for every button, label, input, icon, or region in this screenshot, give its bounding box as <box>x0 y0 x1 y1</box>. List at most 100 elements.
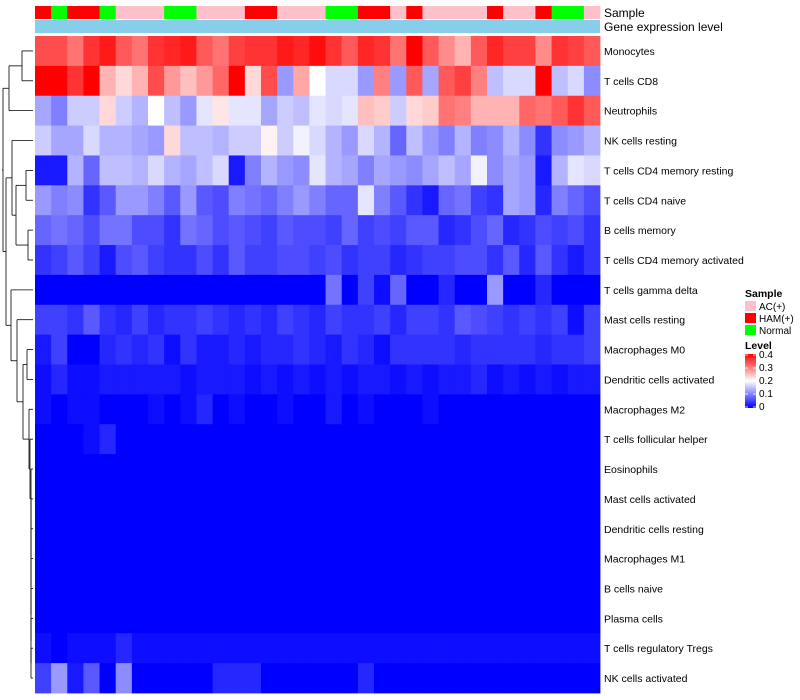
heatmap-cell-monocytes <box>503 36 520 67</box>
heatmap-cell-t-cells-follicular-helper <box>148 424 165 455</box>
heatmap-cell-dendritic-cells-resting <box>535 513 552 545</box>
heatmap-cell-macrophages-m0 <box>406 334 423 365</box>
heatmap-cell-nk-cells-resting <box>164 125 181 156</box>
heatmap-cell-dendritic-cells-resting <box>567 513 585 545</box>
heatmap-cell-mast-cells-resting <box>309 304 326 336</box>
heatmap-cell-t-cells-cd8 <box>535 65 552 97</box>
heatmap-cell-plasma-cells <box>535 603 552 634</box>
heatmap-cell-eosinophils <box>503 454 520 485</box>
heatmap-cell-macrophages-m1 <box>131 543 149 574</box>
heatmap-cell-t-cells-regulatory-tregs <box>325 633 343 664</box>
heatmap-cell-neutrophils <box>51 95 68 126</box>
heatmap-cell-dendritic-cells-resting <box>244 513 262 545</box>
row-label-mast-cells-resting: Mast cells resting <box>604 315 685 327</box>
heatmap-cell-dendritic-cells-activated <box>164 364 181 395</box>
heatmap-cell-eosinophils <box>567 454 585 485</box>
heatmap-cell-mast-cells-resting <box>131 304 149 336</box>
heatmap-cell-neutrophils <box>535 95 552 126</box>
heatmap-cell-nk-cells-activated <box>51 663 68 694</box>
heatmap-cell-t-cells-cd4-memory-activated <box>244 245 262 276</box>
heatmap-cell-mast-cells-resting <box>277 304 294 336</box>
heatmap-cell-eosinophils <box>164 454 181 485</box>
heatmap-cell-nk-cells-resting <box>503 125 520 156</box>
row-label-neutrophils: Neutrophils <box>604 106 657 118</box>
heatmap-cell-macrophages-m0 <box>325 334 343 365</box>
heatmap-cell-mast-cells-resting <box>503 304 520 336</box>
heatmap-cell-eosinophils <box>406 454 423 485</box>
heatmap-cell-neutrophils <box>277 95 294 126</box>
row-label-t-cells-cd8: T cells CD8 <box>604 76 658 88</box>
heatmap-cell-t-cells-gamma-delta <box>277 274 294 306</box>
heatmap-cell-t-cells-gamma-delta <box>244 274 262 306</box>
heatmap-cell-t-cells-cd8 <box>196 65 213 97</box>
heatmap-cell-dendritic-cells-resting <box>228 513 246 545</box>
heatmap-cell-t-cells-cd8 <box>406 65 423 97</box>
heatmap-cell-nk-cells-activated <box>99 663 117 694</box>
heatmap-cell-neutrophils <box>35 95 52 126</box>
sample-annotation-cell-normal <box>51 6 68 19</box>
heatmap-cell-dendritic-cells-activated <box>83 364 100 395</box>
heatmap-cell-neutrophils <box>325 95 343 126</box>
heatmap-cell-macrophages-m2 <box>438 394 456 425</box>
heatmap-cell-nk-cells-resting <box>196 125 213 156</box>
heatmap-cell-mast-cells-resting <box>454 304 472 336</box>
heatmap-cell-t-cells-gamma-delta <box>261 274 278 306</box>
heatmap-cell-t-cells-follicular-helper <box>470 424 488 455</box>
heatmap-cell-dendritic-cells-activated <box>406 364 423 395</box>
heatmap-cell-dendritic-cells-activated <box>374 364 391 395</box>
sample-annotation-cell-ac <box>228 6 246 19</box>
sample-annotation-cell-ac <box>583 6 601 19</box>
heatmap-cell-t-cells-gamma-delta <box>148 274 165 306</box>
heatmap-cell-macrophages-m2 <box>487 394 504 425</box>
heatmap-cell-neutrophils <box>228 95 246 126</box>
heatmap-cell-t-cells-cd8 <box>51 65 68 97</box>
heatmap-cell-macrophages-m0 <box>470 334 488 365</box>
heatmap-cell-monocytes <box>341 36 359 67</box>
sample-annotation-cell-normal <box>325 6 343 19</box>
heatmap-cell-t-cells-gamma-delta <box>309 274 326 306</box>
heatmap-cell-mast-cells-activated <box>164 483 181 515</box>
heatmap-cell-t-cells-cd4-naive <box>99 185 117 216</box>
heatmap-cell-t-cells-cd8 <box>277 65 294 97</box>
heatmap-cell-nk-cells-activated <box>519 663 536 694</box>
heatmap-cell-b-cells-memory <box>148 215 165 246</box>
heatmap-cell-t-cells-gamma-delta <box>228 274 246 306</box>
heatmap-cell-neutrophils <box>470 95 488 126</box>
heatmap-cell-b-cells-naive <box>212 573 230 604</box>
heatmap-cell-t-cells-follicular-helper <box>164 424 181 455</box>
heatmap-cell-macrophages-m1 <box>487 543 504 574</box>
heatmap-cell-t-cells-cd4-memory-resting <box>309 155 326 186</box>
heatmap-cell-neutrophils <box>99 95 117 126</box>
heatmap-cell-dendritic-cells-resting <box>422 513 439 545</box>
heatmap-cell-b-cells-naive <box>228 573 246 604</box>
heatmap-cell-nk-cells-activated <box>325 663 343 694</box>
heatmap-cell-t-cells-gamma-delta <box>422 274 439 306</box>
sample-annotation-cell-ac <box>277 6 294 19</box>
heatmap-cell-eosinophils <box>131 454 149 485</box>
row-label-t-cells-regulatory-tregs: T cells regulatory Tregs <box>604 643 713 655</box>
heatmap-cell-nk-cells-activated <box>487 663 504 694</box>
heatmap-cell-dendritic-cells-resting <box>148 513 165 545</box>
heatmap-cell-t-cells-cd4-naive <box>293 185 310 216</box>
heatmap-cell-nk-cells-activated <box>438 663 456 694</box>
heatmap-cell-dendritic-cells-resting <box>131 513 149 545</box>
heatmap-cell-plasma-cells <box>67 603 84 634</box>
heatmap-cell-t-cells-cd4-memory-resting <box>535 155 552 186</box>
heatmap-cell-mast-cells-resting <box>438 304 456 336</box>
heatmap-cell-macrophages-m2 <box>454 394 472 425</box>
heatmap-cell-monocytes <box>438 36 456 67</box>
heatmap-cell-b-cells-naive <box>244 573 262 604</box>
heatmap-cell-nk-cells-resting <box>35 125 52 156</box>
heatmap-cell-t-cells-cd4-memory-resting <box>83 155 100 186</box>
heatmap-cell-dendritic-cells-resting <box>164 513 181 545</box>
heatmap-cell-b-cells-memory <box>293 215 310 246</box>
heatmap-cell-b-cells-naive <box>454 573 472 604</box>
heatmap-cell-eosinophils <box>390 454 407 485</box>
heatmap-cell-nk-cells-resting <box>374 125 391 156</box>
heatmap-cell-mast-cells-activated <box>406 483 423 515</box>
heatmap-cell-t-cells-regulatory-tregs <box>503 633 520 664</box>
heatmap-cell-t-cells-gamma-delta <box>99 274 117 306</box>
heatmap-cell-t-cells-gamma-delta <box>67 274 84 306</box>
heatmap-cell-macrophages-m2 <box>212 394 230 425</box>
